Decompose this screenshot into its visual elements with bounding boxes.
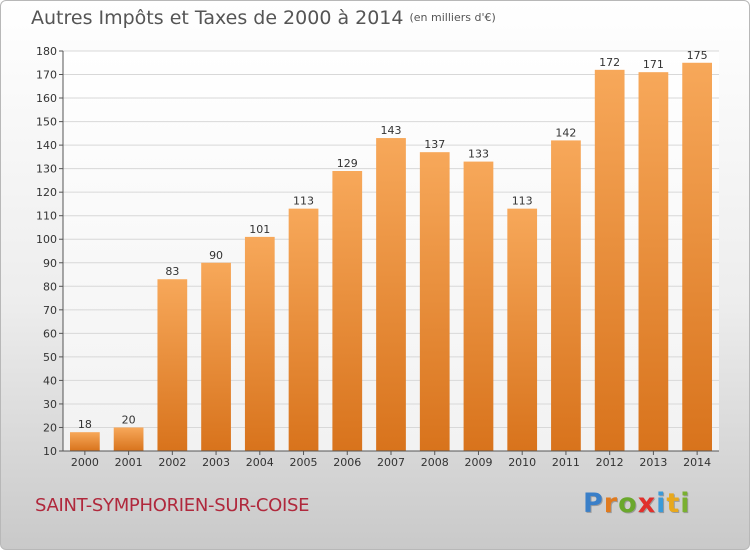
y-tick-label: 150 (36, 116, 57, 129)
bar-2003 (201, 262, 231, 451)
logo-letter: o (618, 488, 638, 519)
x-tick-label: 2012 (596, 456, 624, 469)
y-tick-label: 60 (43, 327, 57, 340)
data-label: 101 (249, 223, 270, 236)
bar-2001 (113, 427, 144, 451)
data-label: 137 (424, 138, 445, 151)
x-tick-label: 2010 (508, 456, 536, 469)
x-tick-label: 2000 (71, 456, 99, 469)
title-text: Autres Impôts et Taxes de 2000 à 2014 (31, 7, 404, 29)
data-label: 113 (293, 195, 314, 208)
bar-2008 (419, 152, 450, 452)
y-tick-label: 30 (43, 398, 57, 411)
x-tick-label: 2014 (683, 456, 711, 469)
bar-2014 (682, 62, 713, 451)
bar-2009 (463, 161, 494, 451)
y-tick-label: 180 (36, 45, 57, 58)
logo-letter: r (603, 488, 619, 519)
data-label: 20 (122, 413, 136, 426)
y-tick-label: 170 (36, 69, 57, 82)
data-label: 113 (512, 195, 533, 208)
y-tick-label: 120 (36, 186, 57, 199)
bars: 18 20 83 90 101 113 129 143 137 133 113 142 172 171 17… (69, 49, 713, 452)
y-tick-label: 50 (43, 351, 57, 364)
x-tick-label: 2013 (639, 456, 667, 469)
y-tick-label: 130 (36, 163, 57, 176)
y-tick-label: 90 (43, 257, 57, 270)
logo-letter: P (583, 488, 604, 519)
x-tick-label: 2003 (202, 456, 230, 469)
y-tick-label: 140 (36, 139, 57, 152)
bar-2004 (244, 236, 275, 451)
data-label: 175 (687, 49, 708, 62)
logo-letter: x (637, 488, 657, 519)
unit-label: (en milliers d'€) (409, 11, 496, 24)
y-tick-label: 20 (43, 421, 57, 434)
bar-2005 (288, 208, 319, 451)
x-tick-label: 2008 (421, 456, 449, 469)
x-tick-label: 2011 (552, 456, 580, 469)
x-tick-label: 2009 (464, 456, 492, 469)
y-tick-label: 70 (43, 304, 57, 317)
data-label: 133 (468, 148, 489, 161)
data-label: 83 (165, 265, 179, 278)
data-label: 129 (337, 157, 358, 170)
bar-2013 (638, 72, 669, 452)
y-tick-label: 80 (43, 280, 57, 293)
data-label: 18 (78, 418, 92, 431)
bar-2000 (69, 432, 100, 451)
y-tick-label: 160 (36, 92, 57, 105)
axes: 10 20 30 40 50 60 70 80 90 100 110 120 130 140 150 160 1… (36, 45, 719, 469)
logo-letter: t (666, 488, 681, 519)
x-tick-label: 2007 (377, 456, 405, 469)
x-tick-label: 2002 (158, 456, 186, 469)
chart-title: Autres Impôts et Taxes de 2000 à 2014 (en… (31, 7, 496, 29)
bar-2010 (507, 208, 538, 451)
x-tick-label: 2001 (115, 456, 143, 469)
data-label: 90 (209, 249, 223, 262)
x-tick-label: 2005 (290, 456, 318, 469)
data-label: 171 (643, 58, 664, 71)
y-tick-label: 110 (36, 210, 57, 223)
x-tick-label: 2006 (333, 456, 361, 469)
data-label: 142 (555, 126, 576, 139)
bar-2012 (594, 69, 625, 451)
y-tick-label: 40 (43, 374, 57, 387)
bar-2011 (551, 140, 581, 452)
logo-letter: i (656, 488, 667, 519)
data-label: 143 (381, 124, 402, 137)
city-name: SAINT-SYMPHORIEN-SUR-COISE (35, 495, 310, 516)
bar-2007 (376, 138, 406, 451)
bar-2006 (332, 171, 363, 451)
x-tick-label: 2004 (246, 456, 274, 469)
logo-letter: i (680, 488, 691, 519)
data-label: 172 (599, 56, 620, 69)
y-tick-label: 10 (43, 445, 57, 458)
proxiti-logo: Proxiti (583, 488, 691, 519)
bar-2002 (157, 279, 188, 451)
y-tick-label: 100 (36, 233, 57, 246)
